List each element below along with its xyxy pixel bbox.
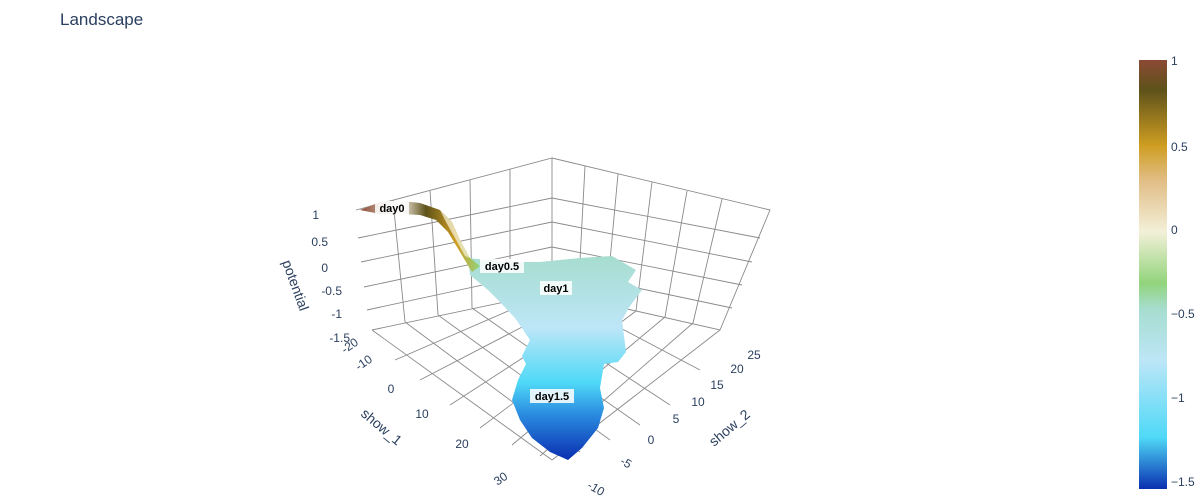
annotation-bg-day0.5 (480, 259, 524, 273)
colorbar-gradient-bar (1139, 60, 1167, 489)
y-tick: -5 (618, 454, 635, 472)
annotation-bg-day1 (540, 281, 572, 295)
x-tick: 30 (491, 469, 510, 488)
x-tick: 0 (388, 382, 395, 396)
chart-title: Landscape (60, 10, 143, 29)
y-axis-title: show_2 (706, 406, 753, 449)
y-axis: -10 -5 0 5 10 15 20 25 show_2 (585, 348, 761, 499)
x-tick: -10 (353, 352, 376, 374)
z-tick: -0.5 (321, 284, 342, 298)
x-tick: 20 (455, 437, 469, 451)
y-tick: -10 (585, 478, 607, 499)
colorbar: 1 0.5 0 −0.5 −1 −1.5 (1139, 54, 1195, 489)
colorbar-tick: 0.5 (1171, 140, 1188, 154)
y-tick: 10 (691, 395, 705, 409)
z-tick: -1.5 (329, 331, 350, 345)
x-axis-title: show_1 (358, 405, 405, 448)
z-tick: 0.5 (311, 235, 328, 249)
colorbar-tick: −1 (1171, 391, 1185, 405)
y-tick: 25 (747, 348, 761, 362)
annotation-day1.5: day1.5 (535, 391, 569, 403)
colorbar-tick: 0 (1171, 223, 1178, 237)
y-tick: 5 (673, 412, 680, 426)
z-tick: 0 (321, 261, 328, 275)
annotation-bg-day0 (375, 201, 409, 215)
annotation-bg-day1.5 (530, 389, 574, 403)
colorbar-tick: 1 (1171, 54, 1178, 68)
z-axis-title: potential (279, 258, 312, 313)
z-tick: -1 (331, 307, 342, 321)
x-tick: 10 (415, 407, 429, 421)
surface-plot[interactable] (360, 201, 642, 460)
annotation-day0: day0 (379, 203, 404, 215)
annotation-day0.5: day0.5 (485, 261, 519, 273)
annotations: day0 day0.5 day1 day1.5 (375, 201, 574, 403)
surface-ridge (440, 210, 470, 258)
y-tick: 0 (648, 433, 655, 447)
y-tick: 20 (730, 362, 744, 376)
colorbar-tick: −1.5 (1171, 475, 1195, 489)
surface-main (468, 256, 642, 460)
colorbar-tick: −0.5 (1171, 307, 1195, 321)
y-tick: 15 (710, 378, 724, 392)
annotation-day1: day1 (543, 283, 568, 295)
z-axis: 1 0.5 0 -0.5 -1 -1.5 potential (279, 208, 350, 345)
z-tick: 1 (312, 208, 319, 222)
